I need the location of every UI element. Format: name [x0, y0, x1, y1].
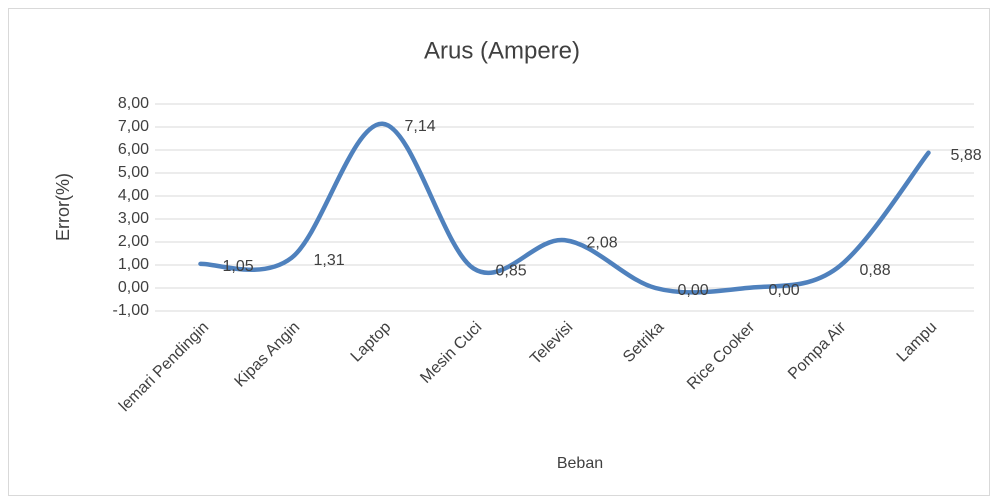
- y-tick-label: 8,00: [118, 95, 149, 112]
- y-tick-label: 6,00: [118, 141, 149, 158]
- chart-title: Arus (Ampere): [424, 37, 580, 64]
- x-axis-title: Beban: [557, 455, 603, 472]
- data-label: 0,85: [496, 263, 527, 280]
- y-tick-label: 2,00: [118, 233, 149, 250]
- y-tick-label: 0,00: [118, 279, 149, 296]
- data-label: 0,88: [860, 262, 891, 279]
- data-label: 1,05: [223, 258, 254, 275]
- y-tick-label: 3,00: [118, 210, 149, 227]
- data-label: 7,14: [405, 118, 436, 135]
- y-tick-label: 5,00: [118, 164, 149, 181]
- data-label: 1,31: [314, 252, 345, 269]
- y-tick-label: 1,00: [118, 256, 149, 273]
- y-tick-label: -1,00: [113, 302, 150, 319]
- y-tick-label: 4,00: [118, 187, 149, 204]
- data-label: 2,08: [587, 234, 618, 251]
- y-axis-title: Error(%): [53, 173, 73, 241]
- line: [198, 121, 931, 295]
- data-label: 0,00: [678, 282, 709, 299]
- chart-border: [8, 8, 990, 496]
- data-label: 0,00: [769, 282, 800, 299]
- data-label: 5,88: [951, 147, 982, 164]
- y-tick-label: 7,00: [118, 118, 149, 135]
